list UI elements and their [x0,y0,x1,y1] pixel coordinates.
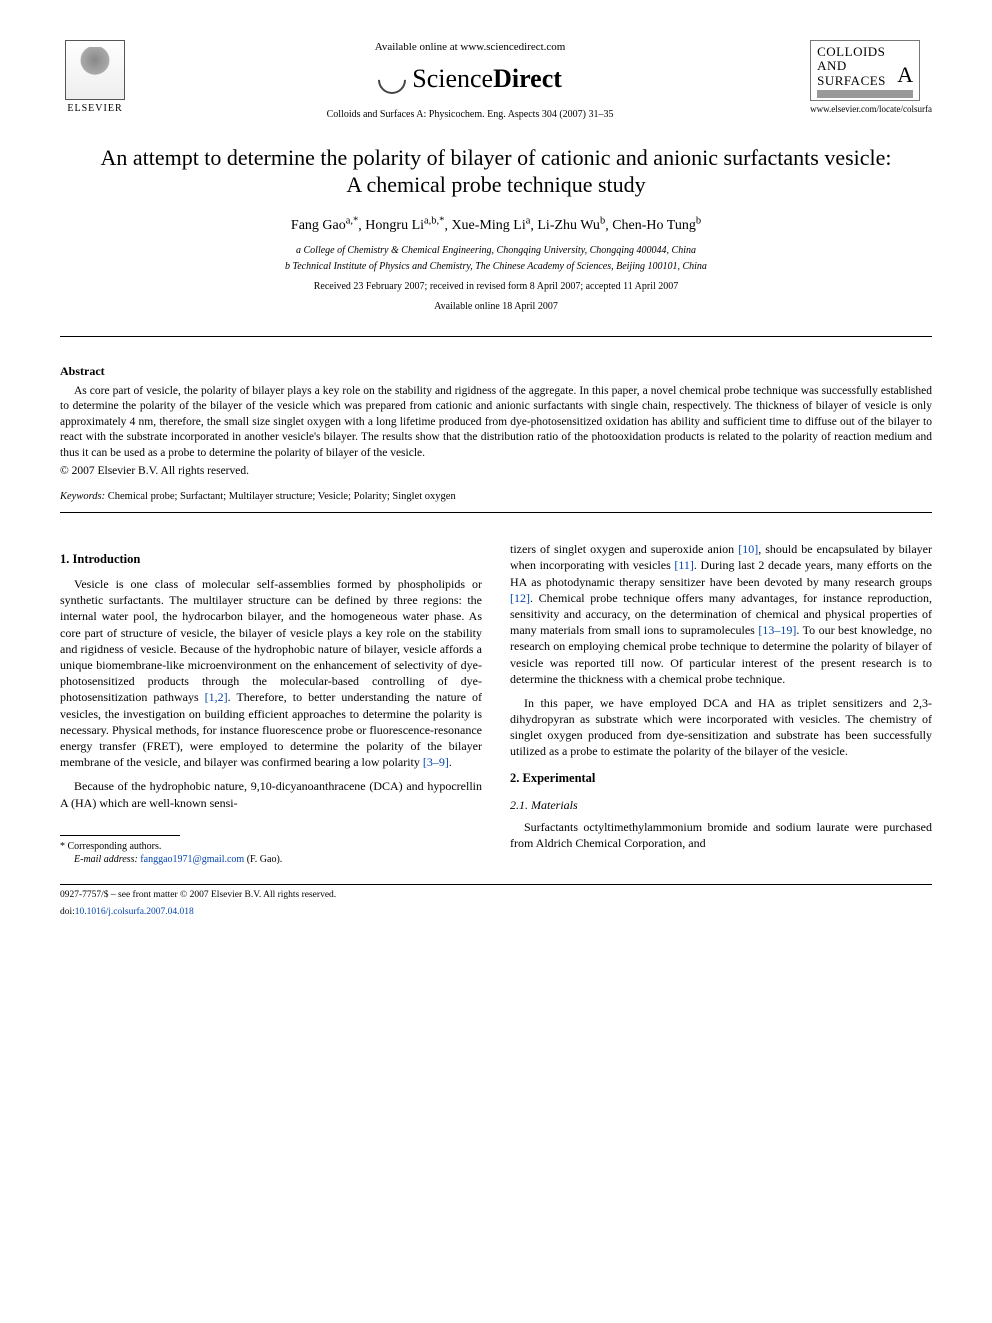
author-1: Hongru Lia,b,* [365,218,444,233]
journal-series-letter: A [897,60,913,91]
citation-13-19[interactable]: [13–19] [758,623,796,637]
footer-doi-line: doi:10.1016/j.colsurfa.2007.04.018 [60,906,932,919]
available-online-text: Available online at www.sciencedirect.co… [130,40,810,55]
sciencedirect-block: Available online at www.sciencedirect.co… [130,40,810,122]
online-date: Available online 18 April 2007 [60,300,932,314]
author-3: Li-Zhu Wub [537,218,605,233]
page-header: ELSEVIER Available online at www.science… [60,40,932,122]
col2-para-1: tizers of singlet oxygen and superoxide … [510,541,932,687]
author-2: Xue-Ming Lia [451,218,530,233]
corr-email-who: (F. Gao). [247,854,283,865]
two-column-body: 1. Introduction Vesicle is one class of … [60,541,932,866]
keywords-list: Chemical probe; Surfactant; Multilayer s… [108,491,456,502]
citation-3-9[interactable]: [3–9] [423,755,449,769]
journal-logo-bar-icon [817,90,913,98]
elsevier-logo: ELSEVIER [60,40,130,116]
received-dates: Received 23 February 2007; received in r… [60,280,932,294]
journal-cover-logo: COLLOIDS AND SURFACES A [810,40,920,101]
doi-link[interactable]: 10.1016/j.colsurfa.2007.04.018 [75,907,194,917]
citation-11[interactable]: [11] [674,558,694,572]
journal-logo-block: COLLOIDS AND SURFACES A www.elsevier.com… [810,40,932,115]
elsevier-label: ELSEVIER [60,102,130,116]
citation-12[interactable]: [12] [510,591,530,605]
abstract-copyright: © 2007 Elsevier B.V. All rights reserved… [60,463,932,479]
s1-para-1: Vesicle is one class of molecular self-a… [60,576,482,770]
s1-para-2: Because of the hydrophobic nature, 9,10-… [60,778,482,810]
keywords-label: Keywords: [60,491,105,502]
journal-reference: Colloids and Surfaces A: Physicochem. En… [130,108,810,122]
s2-1-para-1: Surfactants octyltimethylammonium bromid… [510,819,932,851]
article-title: An attempt to determine the polarity of … [100,144,892,199]
email-label: E-mail address: [74,854,138,865]
corr-email-line: E-mail address: fanggao1971@gmail.com (F… [60,853,482,866]
rule-bottom [60,512,932,513]
abstract-heading: Abstract [60,363,932,380]
section-1-heading: 1. Introduction [60,551,482,568]
col2-para-2: In this paper, we have employed DCA and … [510,695,932,760]
column-left: 1. Introduction Vesicle is one class of … [60,541,482,866]
sd-bold: Direct [493,64,562,93]
sd-light: Science [412,64,493,93]
elsevier-tree-icon [65,40,125,100]
footer-rule [60,884,932,885]
affiliation-a: a College of Chemistry & Chemical Engine… [60,244,932,258]
doi-label: doi: [60,907,75,917]
affiliation-b: b Technical Institute of Physics and Che… [60,260,932,274]
journal-url: www.elsevier.com/locate/colsurfa [810,103,932,116]
abstract-text: As core part of vesicle, the polarity of… [60,385,932,459]
column-right: tizers of singlet oxygen and superoxide … [510,541,932,866]
sciencedirect-logo: ScienceDirect [378,61,562,97]
keywords-line: Keywords: Chemical probe; Surfactant; Mu… [60,490,932,505]
footnote-separator [60,835,180,836]
corresponding-author-note: * Corresponding authors. E-mail address:… [60,840,482,866]
section-2-heading: 2. Experimental [510,770,932,787]
citation-10[interactable]: [10] [738,542,758,556]
authors-line: Fang Gaoa,*, Hongru Lia,b,*, Xue-Ming Li… [60,215,932,236]
abstract-body: As core part of vesicle, the polarity of… [60,384,932,462]
section-2-1-heading: 2.1. Materials [510,797,932,813]
citation-1-2[interactable]: [1,2] [205,690,228,704]
rule-top [60,336,932,337]
footer-issn-line: 0927-7757/$ – see front matter © 2007 El… [60,889,932,902]
sciencedirect-wordmark: ScienceDirect [412,61,562,97]
corr-label: * Corresponding authors. [60,840,482,853]
author-0: Fang Gaoa,* [291,218,358,233]
author-4: Chen-Ho Tungb [612,218,701,233]
sciencedirect-swirl-icon [372,60,412,100]
corr-email-link[interactable]: fanggao1971@gmail.com [140,854,244,865]
